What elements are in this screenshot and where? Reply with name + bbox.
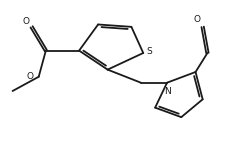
Text: S: S [147,47,152,56]
Text: O: O [22,17,29,26]
Text: O: O [193,15,200,24]
Text: N: N [164,87,170,96]
Text: O: O [27,72,33,81]
